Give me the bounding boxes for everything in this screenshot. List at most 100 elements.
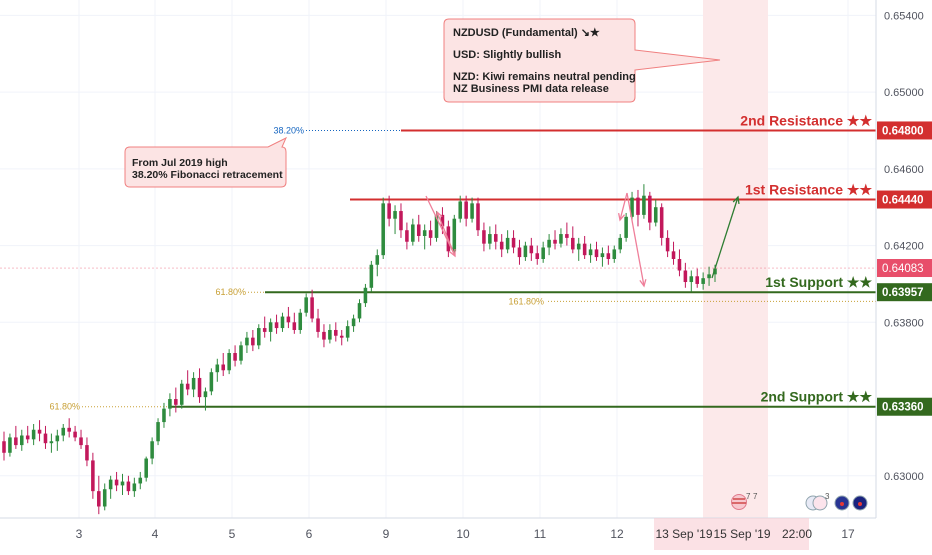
candle [126, 475, 131, 495]
time-tick-label: 17 [841, 527, 855, 541]
candle-body [648, 195, 652, 223]
candle [91, 452, 95, 499]
events-cluster[interactable]: 3 [805, 492, 868, 511]
time-tick-label: 11 [534, 527, 547, 541]
us-events-badge[interactable]: 7 7 [731, 492, 759, 510]
candle-body [245, 337, 249, 346]
candle-body [102, 489, 107, 507]
candle [274, 314, 279, 334]
candle-body [256, 328, 261, 346]
candle [476, 197, 480, 236]
candle-body [393, 211, 397, 219]
candle-body [85, 445, 89, 461]
candle-body [375, 255, 380, 265]
candle [144, 456, 148, 482]
2nd-support-price: 0.63360 [882, 402, 924, 414]
candle [2, 431, 6, 461]
candle-body [523, 245, 528, 258]
candle [411, 218, 415, 246]
candle [422, 224, 427, 250]
candle [61, 423, 66, 442]
candle-body [262, 328, 267, 332]
candle [529, 237, 534, 261]
candle [393, 205, 397, 235]
candle-body [292, 322, 297, 330]
candle-body [600, 253, 605, 258]
candle-body [345, 326, 350, 338]
fib-levels: 38.20% 61.80% 161.80% 61.80% [49, 125, 876, 412]
candle [14, 425, 18, 449]
candle-body [671, 251, 676, 259]
candle [653, 199, 658, 227]
price-axis[interactable]: 0.65400 0.65000 0.64600 0.64200 0.63800 0.630… [875, 0, 932, 518]
candle [553, 230, 557, 250]
candle [642, 184, 646, 219]
candle [19, 429, 24, 451]
usd-bias: USD: Slightly bullish [453, 49, 561, 61]
economic-events[interactable]: 7 7 3 [731, 492, 868, 511]
candle-body [363, 287, 368, 304]
candle-body [529, 245, 534, 254]
candle [683, 262, 688, 288]
candle-body [541, 247, 545, 259]
candle-body [482, 230, 486, 244]
candle [624, 212, 628, 242]
candle [251, 329, 255, 352]
time-range-highlight [654, 518, 809, 550]
time-tick-label: 5 [229, 527, 236, 541]
time-axis[interactable]: 3 4 5 6 9 10 11 12 17 13 Sep '19 15 Sep '19 22:0… [0, 517, 876, 550]
candle-body [707, 274, 711, 279]
candle-body [665, 237, 670, 252]
candle-body [636, 197, 640, 215]
candle-body [132, 483, 137, 492]
candle [215, 358, 220, 382]
candle-body [535, 253, 540, 259]
candle-body [606, 253, 611, 259]
candle-body [499, 241, 504, 250]
candle-body [31, 429, 36, 440]
1st-resistance-price-tag [877, 190, 932, 209]
candle-body [571, 237, 575, 250]
candle [648, 191, 652, 231]
candle-body [701, 278, 705, 284]
fundamental-title: NZDUSD (Fundamental) ↘★ [453, 27, 600, 39]
candle-body [677, 259, 682, 271]
candle [55, 429, 60, 451]
candle [636, 189, 640, 227]
fibonacci-note[interactable]: From Jul 2019 high 38.20% Fibonacci retr… [124, 136, 288, 188]
candle-body [55, 435, 60, 442]
pink-arrow-right-up [617, 192, 628, 222]
fib-label: 161.80% [508, 296, 544, 306]
candle-body [179, 383, 184, 405]
green-projection-arrow-head [732, 195, 740, 205]
candle [405, 222, 409, 250]
pink-arrow-right-down-shaft [626, 192, 645, 287]
candle [256, 324, 261, 350]
fundamental-note[interactable]: NZDUSD (Fundamental) ↘★ USD: Slightly bu… [443, 18, 721, 103]
candle-body [416, 224, 421, 236]
candle [197, 368, 202, 403]
candle [695, 268, 700, 288]
candle-body [227, 353, 231, 371]
candle [339, 329, 344, 346]
candle [138, 471, 143, 490]
candle [168, 393, 172, 417]
candle [511, 230, 516, 254]
candle [73, 425, 77, 442]
candle [547, 234, 551, 256]
candle [132, 477, 137, 497]
candle-body [328, 329, 332, 340]
candle-body [162, 408, 166, 423]
candle-body [689, 276, 694, 283]
candle-body [108, 479, 113, 490]
us-events-count: 7 [746, 492, 751, 501]
candle [345, 320, 350, 342]
candle [618, 234, 622, 254]
candle [600, 247, 605, 267]
1st-support-price-tag [877, 283, 932, 302]
candle-body [37, 429, 42, 434]
candle [8, 433, 12, 457]
candle [488, 226, 492, 250]
